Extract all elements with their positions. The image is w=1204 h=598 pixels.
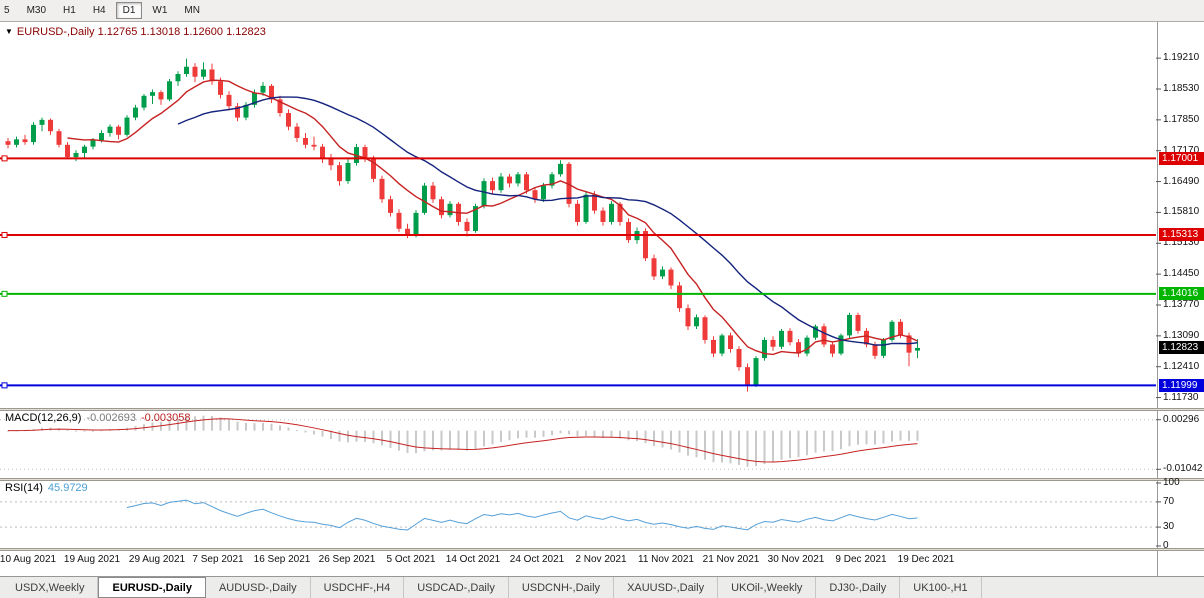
timeframe-button-w1[interactable]: W1 bbox=[152, 5, 168, 16]
chart-tab-usdx-weekly[interactable]: USDX,Weekly bbox=[2, 577, 99, 598]
candlestick-chart[interactable] bbox=[0, 22, 1204, 576]
timeframe-button-h4[interactable]: H4 bbox=[92, 5, 106, 16]
price-level-label-1.17001: 1.17001 bbox=[1159, 151, 1204, 165]
date-axis-label: 2 Nov 2021 bbox=[575, 554, 627, 565]
collapse-chart-icon[interactable]: ▼ bbox=[5, 27, 13, 36]
timeframe-button-h1[interactable]: H1 bbox=[63, 5, 76, 16]
macd-axis-label: 0.00296 bbox=[1163, 413, 1200, 425]
macd-name: MACD(12,26,9) bbox=[5, 412, 82, 424]
chart-tab-usdcad-daily[interactable]: USDCAD-,Daily bbox=[404, 577, 509, 598]
rsi-axis-label: 30 bbox=[1163, 521, 1175, 533]
date-axis-label: 7 Sep 2021 bbox=[192, 554, 244, 565]
timeframe-button-m30[interactable]: M30 bbox=[26, 5, 47, 16]
pane-separator[interactable] bbox=[0, 408, 1204, 411]
candles-layer bbox=[5, 58, 920, 392]
level-line-handle[interactable] bbox=[1, 231, 8, 238]
date-axis-label: 30 Nov 2021 bbox=[767, 554, 825, 565]
price-axis-label: 1.15810 bbox=[1163, 206, 1200, 218]
date-axis-label: 24 Oct 2021 bbox=[509, 554, 565, 565]
price-axis-label: 1.13090 bbox=[1163, 329, 1200, 341]
current-price-label: 1.12823 bbox=[1159, 341, 1204, 355]
rsi-value: 45.9729 bbox=[47, 482, 88, 494]
rsi-axis-label: 100 bbox=[1163, 477, 1180, 488]
date-axis-label: 10 Aug 2021 bbox=[0, 554, 57, 565]
macd-signal-value: -0.003058 bbox=[140, 412, 191, 424]
price-axis-label: 1.11730 bbox=[1163, 391, 1199, 403]
price-level-label-1.14016: 1.14016 bbox=[1159, 287, 1204, 301]
macd-axis-label: -0.01042 bbox=[1163, 463, 1203, 475]
chart-tabs-bar: USDX,Weekly EURUSD-,Daily AUDUSD-,Daily USD… bbox=[0, 576, 1204, 598]
macd-indicator-label: MACD(12,26,9) -0.002693 -0.003058 bbox=[5, 412, 191, 424]
price-axis-label: 1.13770 bbox=[1163, 298, 1200, 310]
chart-window: ▼ EURUSD-,Daily 1.12765 1.13018 1.12600 1… bbox=[0, 22, 1204, 576]
rsi-line bbox=[126, 499, 918, 531]
level-line-handle[interactable] bbox=[1, 382, 8, 389]
price-axis-label: 1.17850 bbox=[1163, 113, 1200, 125]
price-axis-label: 1.14450 bbox=[1163, 268, 1200, 280]
price-level-label-1.11999: 1.11999 bbox=[1159, 378, 1204, 392]
timeframe-button-d1[interactable]: D1 bbox=[115, 2, 143, 19]
price-axis-label: 1.19210 bbox=[1163, 52, 1200, 64]
chart-tab-ukoil-weekly[interactable]: UKOil-,Weekly bbox=[718, 577, 817, 598]
chart-symbol-period: EURUSD-,Daily bbox=[16, 26, 95, 38]
chart-tab-dj30-daily[interactable]: DJ30-,Daily bbox=[816, 577, 901, 598]
timeframe-button-5[interactable]: 5 bbox=[4, 5, 10, 16]
rsi-axis-label: 0 bbox=[1163, 540, 1169, 551]
chart-tab-usdcnh-daily[interactable]: USDCNH-,Daily bbox=[509, 577, 615, 598]
date-axis-label: 26 Sep 2021 bbox=[318, 554, 376, 565]
macd-main-value: -0.002693 bbox=[86, 412, 136, 424]
chart-tab-uk100-h1[interactable]: UK100-,H1 bbox=[900, 577, 982, 598]
macd-signal-line bbox=[7, 418, 918, 463]
date-axis-label: 21 Nov 2021 bbox=[702, 554, 760, 565]
pane-separator[interactable] bbox=[0, 478, 1204, 481]
macd-histogram bbox=[7, 415, 919, 467]
timeframe-button-mn[interactable]: MN bbox=[184, 5, 200, 16]
chart-tab-eurusd-daily[interactable]: EURUSD-,Daily bbox=[98, 577, 206, 598]
rsi-axis-label: 70 bbox=[1163, 495, 1175, 507]
chart-tab-audusd-daily[interactable]: AUDUSD-,Daily bbox=[206, 577, 311, 598]
level-line-handle[interactable] bbox=[1, 290, 8, 297]
rsi-name: RSI(14) bbox=[5, 482, 43, 494]
price-level-label-1.15313: 1.15313 bbox=[1159, 228, 1204, 242]
price-axis-label: 1.17170 bbox=[1163, 144, 1200, 156]
date-axis-label: 19 Dec 2021 bbox=[897, 554, 955, 565]
chart-ohlc-values: 1.12765 1.13018 1.12600 1.12823 bbox=[97, 26, 266, 38]
price-axis-label: 1.18530 bbox=[1163, 82, 1200, 94]
price-axis-label: 1.15130 bbox=[1163, 237, 1200, 249]
chart-title: ▼ EURUSD-,Daily 1.12765 1.13018 1.12600 1… bbox=[5, 26, 266, 38]
date-axis-label: 14 Oct 2021 bbox=[445, 554, 501, 565]
ma-slow-line bbox=[177, 96, 918, 346]
rsi-indicator-label: RSI(14) 45.9729 bbox=[5, 482, 88, 494]
ma-fast-line bbox=[67, 79, 918, 356]
date-axis-label: 29 Aug 2021 bbox=[128, 554, 186, 565]
date-axis-label: 16 Sep 2021 bbox=[253, 554, 311, 565]
chart-tab-usdchf-h4[interactable]: USDCHF-,H4 bbox=[311, 577, 405, 598]
date-axis-label: 9 Dec 2021 bbox=[835, 554, 887, 565]
date-axis-label: 11 Nov 2021 bbox=[638, 554, 694, 565]
price-axis-label: 1.12410 bbox=[1163, 360, 1200, 372]
price-axis-label: 1.16490 bbox=[1163, 175, 1200, 187]
chart-tab-xauusd-daily[interactable]: XAUUSD-,Daily bbox=[614, 577, 719, 598]
pane-separator[interactable] bbox=[0, 548, 1204, 551]
date-axis-label: 5 Oct 2021 bbox=[386, 554, 436, 565]
date-axis-label: 19 Aug 2021 bbox=[63, 554, 121, 565]
level-line-handle[interactable] bbox=[1, 155, 8, 162]
timeframe-toolbar: 5 M30 H1 H4 D1 W1 MN bbox=[0, 0, 1204, 22]
